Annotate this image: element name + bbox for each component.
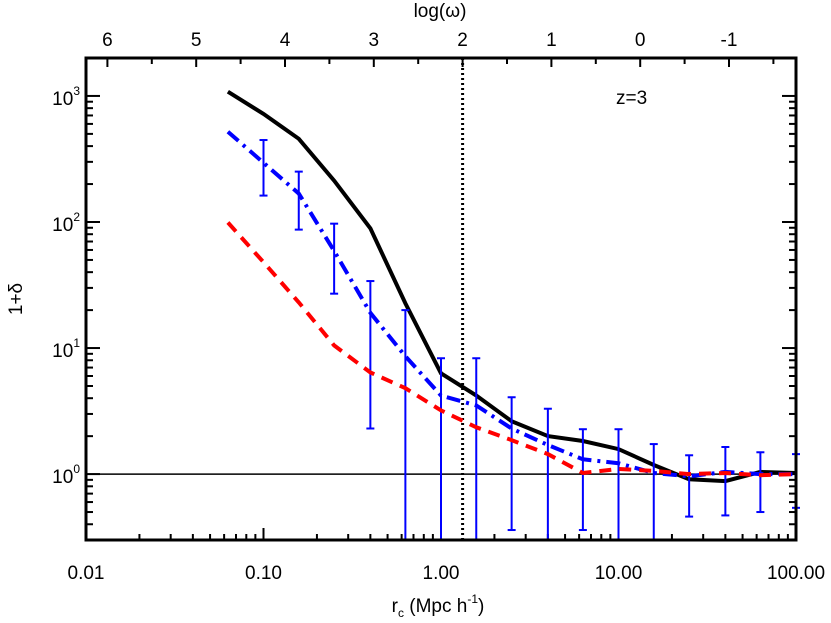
plot-frame [84, 56, 798, 542]
x-axis-label: rc (Mpc h-1) [392, 592, 485, 620]
top-axis-label: log(ω) [414, 1, 467, 22]
top-tick-label: 0 [635, 30, 646, 51]
y-tick-label: 100 [52, 462, 80, 488]
plot-area [86, 58, 800, 540]
top-tick-label: 4 [280, 30, 291, 51]
x-tick-label: 0.01 [68, 563, 105, 584]
y-axis-label: 1+δ [6, 283, 27, 315]
tick-labels: 6 5 4 3 2 1 0 -1 0.01 0.10 1.00 10.00 100.00 100 101 10… [52, 30, 825, 584]
top-tick-label: 5 [191, 30, 202, 51]
top-tick-label: 2 [457, 30, 468, 51]
y-tick-label: 101 [52, 336, 80, 362]
annotation: z=3 [616, 88, 647, 109]
x-tick-label: 0.10 [245, 563, 282, 584]
top-tick-label: -1 [721, 30, 738, 51]
series-line-dashed [226, 221, 797, 478]
x-tick-label: 1.00 [423, 563, 460, 584]
y-tick-label: 103 [52, 84, 80, 110]
x-tick-label: 100.00 [767, 563, 825, 584]
top-tick-label: 6 [102, 30, 113, 51]
y-tick-label: 102 [52, 210, 80, 236]
top-tick-label: 1 [546, 30, 557, 51]
top-tick-label: 3 [369, 30, 380, 51]
x-tick-label: 10.00 [595, 563, 643, 584]
